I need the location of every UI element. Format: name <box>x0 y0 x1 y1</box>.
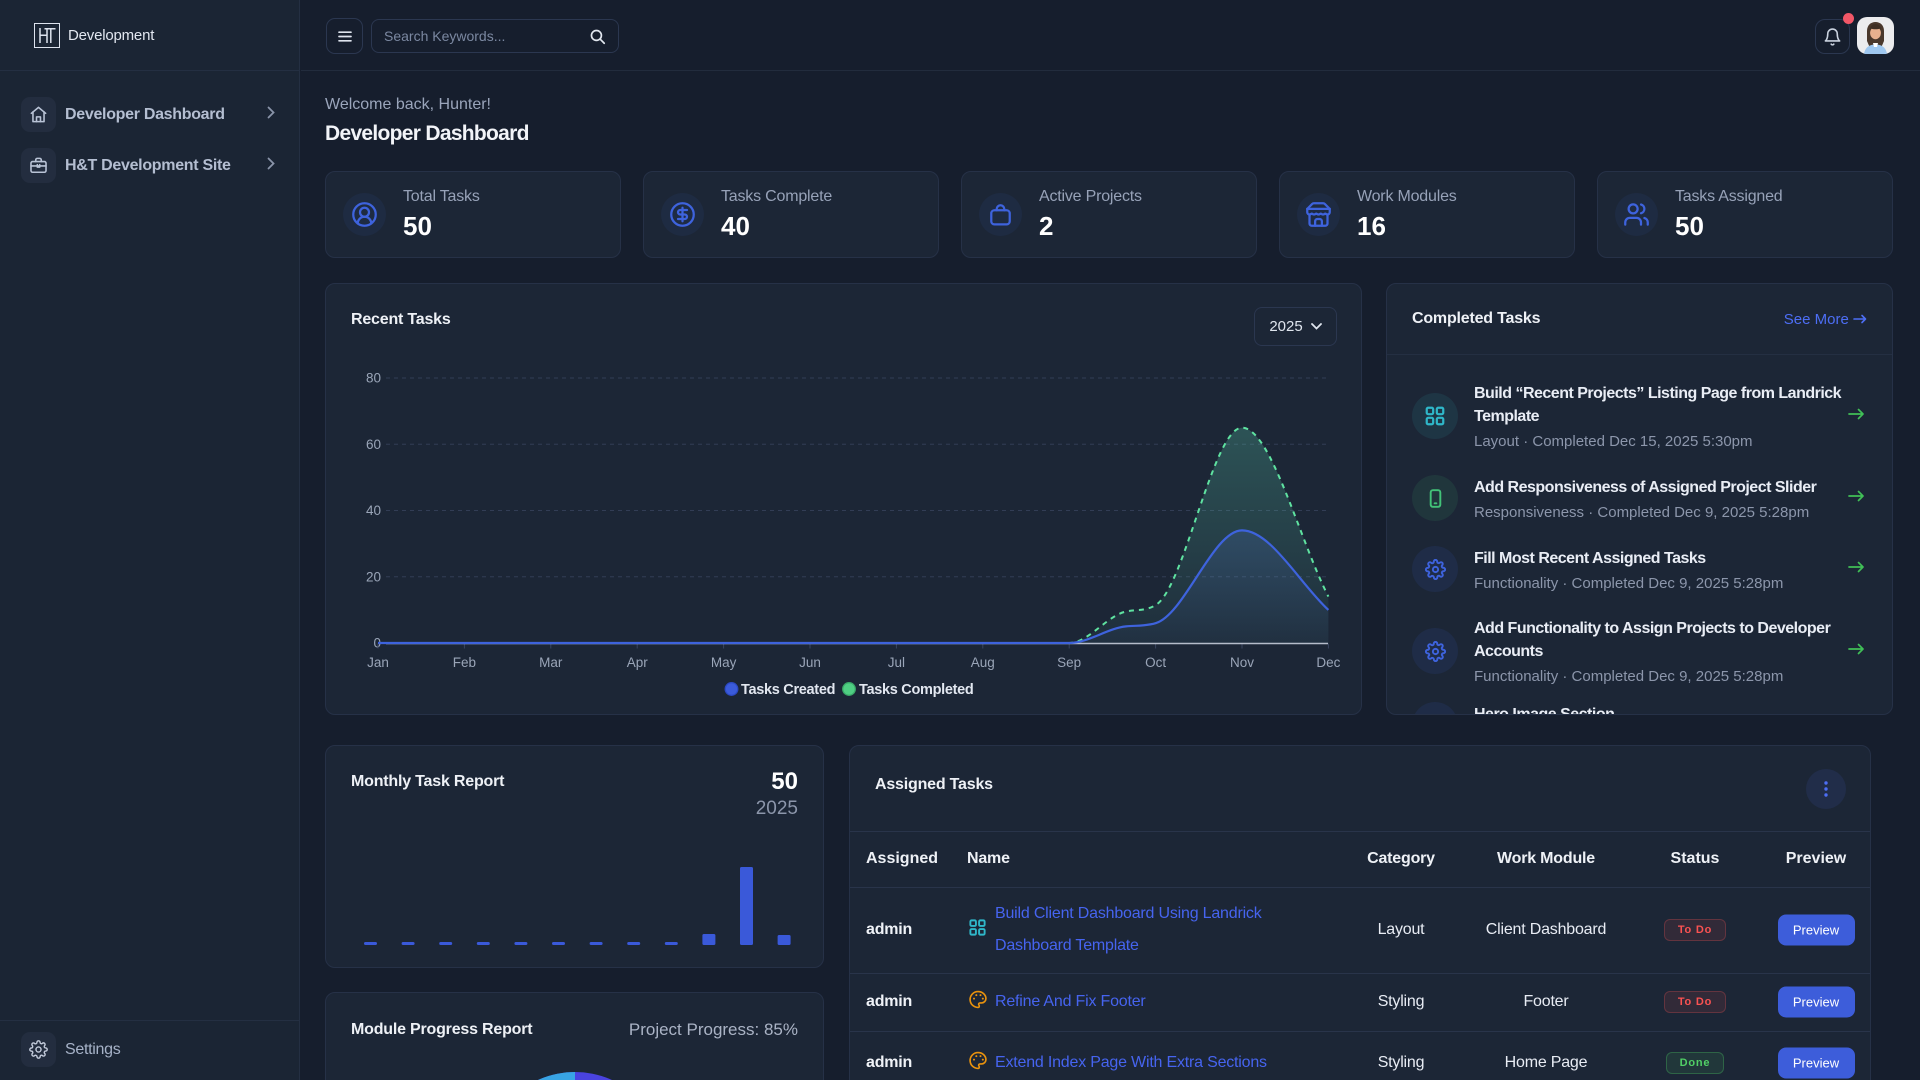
svg-text:Oct: Oct <box>1145 655 1166 670</box>
svg-text:Nov: Nov <box>1230 655 1254 670</box>
svg-text:Mar: Mar <box>539 655 563 670</box>
svg-text:Aug: Aug <box>971 655 995 670</box>
svg-text:Dec: Dec <box>1316 655 1340 670</box>
svg-text:May: May <box>711 655 737 670</box>
svg-text:Apr: Apr <box>627 655 649 670</box>
svg-text:Tasks Created: Tasks Created <box>741 682 835 698</box>
svg-text:Jul: Jul <box>888 655 905 670</box>
svg-text:Jan: Jan <box>367 655 389 670</box>
svg-text:Feb: Feb <box>453 655 476 670</box>
svg-text:40: 40 <box>366 503 381 518</box>
svg-text:0: 0 <box>373 636 381 651</box>
svg-text:20: 20 <box>366 569 381 584</box>
svg-text:Sep: Sep <box>1057 655 1081 670</box>
svg-text:Jun: Jun <box>799 655 821 670</box>
svg-text:60: 60 <box>366 437 381 452</box>
svg-text:80: 80 <box>366 371 381 386</box>
svg-text:Tasks Completed: Tasks Completed <box>859 682 974 698</box>
